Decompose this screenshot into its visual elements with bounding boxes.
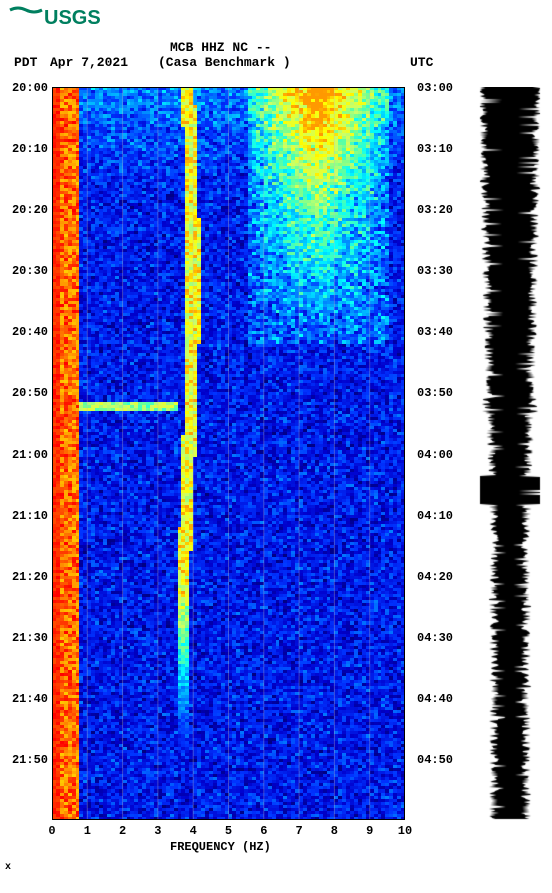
pdt-tick: 21:10 bbox=[8, 509, 48, 523]
pdt-tick: 21:30 bbox=[8, 631, 48, 645]
station-subtitle: (Casa Benchmark ) bbox=[158, 55, 291, 70]
freq-tick: 0 bbox=[42, 824, 62, 838]
usgs-logo: USGS bbox=[8, 4, 108, 39]
freq-tick: 2 bbox=[113, 824, 133, 838]
pdt-tick: 21:20 bbox=[8, 570, 48, 584]
utc-tick: 03:20 bbox=[417, 203, 457, 217]
pdt-tick: 20:30 bbox=[8, 264, 48, 278]
pdt-tick: 21:50 bbox=[8, 753, 48, 767]
freq-tick: 7 bbox=[289, 824, 309, 838]
utc-tick: 03:30 bbox=[417, 264, 457, 278]
x-axis-title: FREQUENCY (HZ) bbox=[170, 840, 271, 854]
freq-tick: 8 bbox=[324, 824, 344, 838]
utc-tick: 03:50 bbox=[417, 386, 457, 400]
utc-tick: 04:20 bbox=[417, 570, 457, 584]
logo-text: USGS bbox=[44, 7, 101, 29]
right-timezone: UTC bbox=[410, 55, 433, 70]
pdt-tick: 21:40 bbox=[8, 692, 48, 706]
utc-tick: 03:00 bbox=[417, 81, 457, 95]
utc-tick: 04:10 bbox=[417, 509, 457, 523]
utc-tick: 03:10 bbox=[417, 142, 457, 156]
pdt-tick: 20:40 bbox=[8, 325, 48, 339]
utc-tick: 04:00 bbox=[417, 448, 457, 462]
left-timezone: PDT bbox=[14, 55, 37, 70]
freq-tick: 10 bbox=[395, 824, 415, 838]
footer-mark: x bbox=[5, 862, 11, 873]
freq-tick: 6 bbox=[254, 824, 274, 838]
utc-tick: 04:40 bbox=[417, 692, 457, 706]
freq-tick: 4 bbox=[183, 824, 203, 838]
utc-tick: 03:40 bbox=[417, 325, 457, 339]
freq-tick: 5 bbox=[219, 824, 239, 838]
pdt-tick: 21:00 bbox=[8, 448, 48, 462]
freq-tick: 3 bbox=[148, 824, 168, 838]
station-code: MCB HHZ NC -- bbox=[170, 40, 271, 55]
freq-tick: 1 bbox=[77, 824, 97, 838]
spectrogram-plot bbox=[52, 87, 405, 820]
utc-tick: 04:30 bbox=[417, 631, 457, 645]
pdt-tick: 20:00 bbox=[8, 81, 48, 95]
pdt-tick: 20:50 bbox=[8, 386, 48, 400]
freq-tick: 9 bbox=[360, 824, 380, 838]
pdt-tick: 20:20 bbox=[8, 203, 48, 217]
waveform-plot bbox=[479, 87, 541, 820]
date-label: Apr 7,2021 bbox=[50, 55, 128, 70]
utc-tick: 04:50 bbox=[417, 753, 457, 767]
pdt-tick: 20:10 bbox=[8, 142, 48, 156]
